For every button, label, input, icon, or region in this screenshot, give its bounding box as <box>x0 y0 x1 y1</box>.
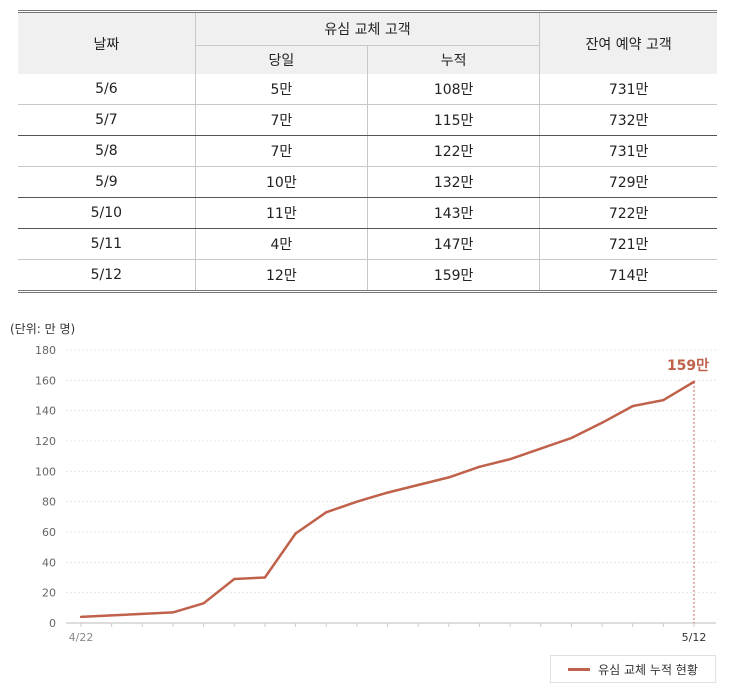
data-point <box>478 465 481 468</box>
cell-daily: 5만 <box>194 74 368 105</box>
annotation-label: 159만 <box>667 358 709 374</box>
cell-daily: 7만 <box>194 104 368 136</box>
data-point <box>171 611 175 614</box>
cell-cumulative: 122만 <box>366 135 540 167</box>
data-point <box>416 483 420 487</box>
data-point <box>600 421 604 424</box>
cell-date: 5/6 <box>18 74 196 105</box>
data-point <box>233 577 236 581</box>
header-cumulative: 누적 <box>366 45 540 74</box>
y-tick-label: 60 <box>42 526 56 539</box>
y-tick-label: 80 <box>42 496 56 509</box>
cell-cumulative: 143만 <box>366 197 540 229</box>
data-point <box>508 458 512 461</box>
cell-cumulative: 147만 <box>366 228 540 260</box>
table-row: 5/10 11만 143만 722만 <box>18 197 717 229</box>
table-row: 5/8 7만 122만 731만 <box>18 135 717 167</box>
data-point <box>355 500 359 503</box>
y-tick-label: 20 <box>42 587 56 600</box>
x-tick-label: 5/12 <box>682 631 707 644</box>
unit-label: (단위: 만 명) <box>10 322 75 336</box>
line-chart: (단위: 만 명) 0 20 40 60 80 100 120 140 160 180 4/22 5/1… <box>10 322 716 644</box>
chart-legend: 유심 교체 누적 현황 <box>550 655 716 683</box>
cell-remaining: 714만 <box>539 259 717 292</box>
table-row: 5/7 7만 115만 732만 <box>18 104 717 136</box>
data-point <box>662 398 665 402</box>
table-row: 5/6 5만 108만 731만 <box>18 74 717 105</box>
header-remaining: 잔여 예약 고객 <box>539 11 717 74</box>
legend-swatch <box>568 667 591 671</box>
cell-date: 5/9 <box>18 166 196 198</box>
table-row: 5/11 4만 147만 721만 <box>18 228 717 260</box>
cell-date: 5/11 <box>18 228 196 260</box>
legend-label: 유심 교체 누적 현황 <box>598 662 698 677</box>
cell-remaining: 732만 <box>539 104 717 136</box>
cell-date: 5/10 <box>18 197 196 229</box>
cell-daily: 4만 <box>194 228 368 260</box>
y-tick-label: 160 <box>35 374 56 387</box>
data-point <box>539 447 542 450</box>
cell-remaining: 722만 <box>539 197 717 229</box>
data-point <box>141 612 144 616</box>
cell-date: 5/8 <box>18 135 196 167</box>
data-point <box>570 436 573 440</box>
cell-daily: 10만 <box>194 166 368 198</box>
y-tick-label: 100 <box>35 465 56 478</box>
header-group: 유심 교체 고객 <box>194 11 540 46</box>
series-line <box>80 380 695 619</box>
header-date: 날짜 <box>18 11 196 74</box>
cell-daily: 12만 <box>194 259 368 292</box>
y-tick-label: 0 <box>49 617 56 630</box>
cell-cumulative: 159만 <box>366 259 540 292</box>
cell-cumulative: 108만 <box>366 74 540 105</box>
data-point <box>386 491 389 494</box>
cell-remaining: 729만 <box>539 166 717 198</box>
data-point <box>79 615 83 619</box>
y-tick-label: 180 <box>35 344 56 357</box>
x-tick-label: 4/22 <box>69 631 94 644</box>
data-point <box>447 476 450 479</box>
cell-daily: 11만 <box>194 197 368 229</box>
data-point <box>202 602 205 605</box>
cell-daily: 7만 <box>194 135 368 167</box>
data-point <box>692 380 696 384</box>
cell-remaining: 731만 <box>539 74 717 105</box>
y-tick-label: 140 <box>35 405 56 418</box>
cell-remaining: 731만 <box>539 135 717 167</box>
cell-cumulative: 115만 <box>366 104 540 136</box>
table-row: 5/9 10만 132만 729만 <box>18 166 717 198</box>
data-point <box>294 532 297 535</box>
data-point <box>110 614 113 617</box>
y-tick-label: 40 <box>42 556 56 569</box>
table-body: 5/6 5만 108만 731만 5/7 7만 115만 732만 5/8 7만 122만 731만 5… <box>18 74 717 292</box>
cell-remaining: 721만 <box>539 228 717 260</box>
data-table: 날짜 유심 교체 고객 잔여 예약 고객 당일 누적 5/6 5만 108만 731만… <box>18 10 717 293</box>
cell-cumulative: 132만 <box>366 166 540 198</box>
data-point <box>263 576 267 579</box>
cell-date: 5/7 <box>18 104 196 136</box>
data-point <box>631 404 634 408</box>
table-row: 5/12 12만 159만 714만 <box>18 259 717 292</box>
cell-date: 5/12 <box>90 267 123 283</box>
y-tick-label: 120 <box>35 435 56 448</box>
data-point <box>325 511 328 514</box>
data-table-container: 날짜 유심 교체 고객 잔여 예약 고객 당일 누적 5/6 5만 108만 731만… <box>18 10 717 293</box>
header-daily: 당일 <box>194 45 368 74</box>
